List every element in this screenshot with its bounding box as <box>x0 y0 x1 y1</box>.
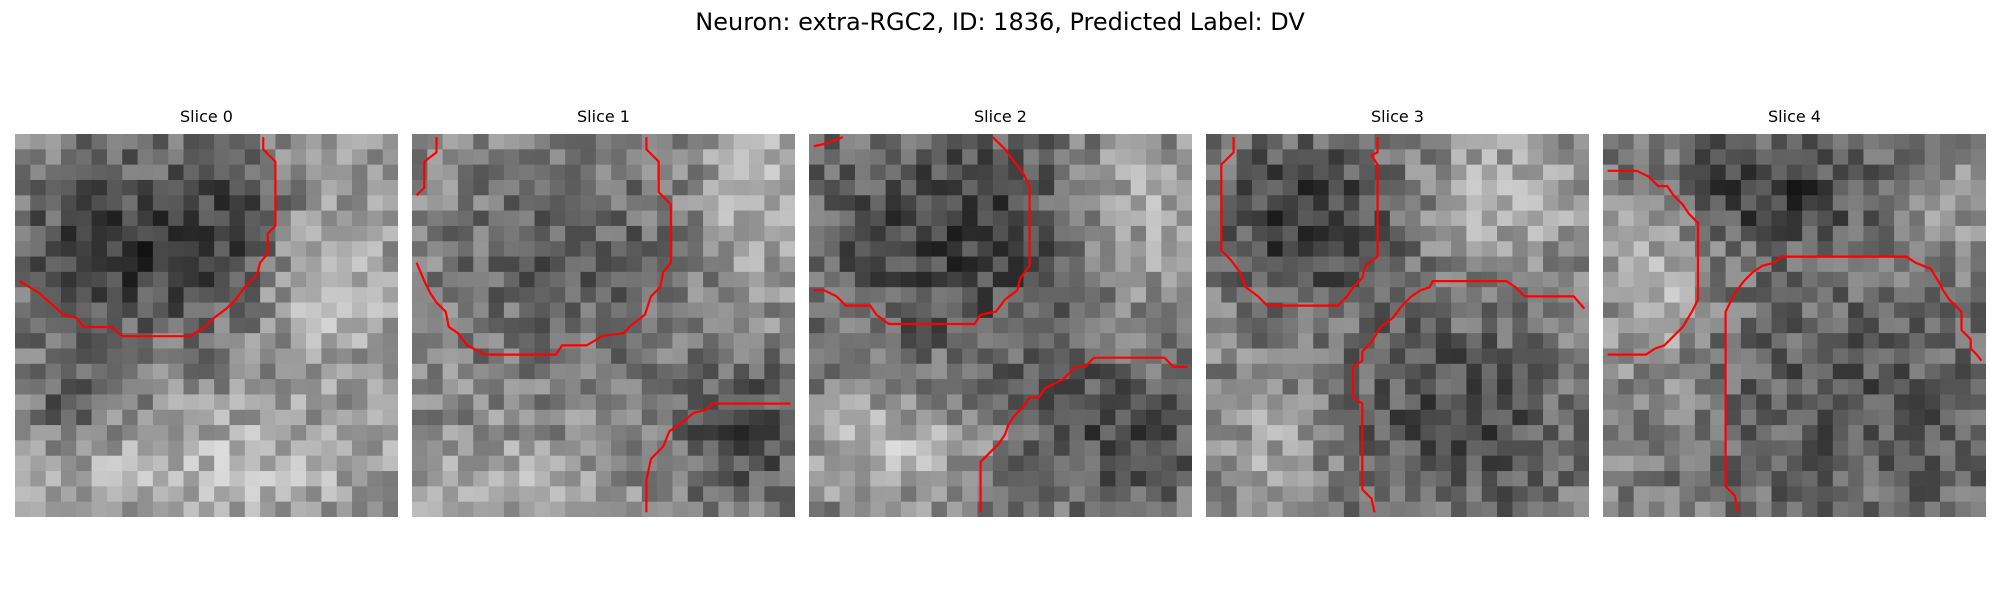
segmentation-contour <box>813 136 844 148</box>
slice-panel-0: Slice 0 <box>15 106 398 517</box>
segmentation-contour <box>1220 137 1379 307</box>
segmentation-contour <box>415 137 672 356</box>
slice-panel-3: Slice 3 <box>1206 106 1589 517</box>
slice-panel-1: Slice 1 <box>412 106 795 517</box>
slice-image-3 <box>1206 134 1589 517</box>
pixel-grid <box>1603 134 1986 517</box>
segmentation-contour <box>979 356 1188 513</box>
segmentation-contour <box>645 402 791 513</box>
pixel-grid <box>412 134 795 517</box>
segmentation-contour <box>813 136 1031 326</box>
slice-panel-2: Slice 2 <box>809 106 1192 517</box>
pixel-grid <box>15 134 398 517</box>
pixel-grid <box>1206 134 1589 517</box>
slice-image-4 <box>1603 134 1986 517</box>
slice-image-0 <box>15 134 398 517</box>
slice-title: Slice 1 <box>577 107 630 126</box>
pixel-grid <box>809 134 1192 517</box>
slice-title: Slice 0 <box>180 107 233 126</box>
segmentation-contour <box>1607 169 1700 356</box>
slice-panel-4: Slice 4 <box>1603 106 1986 517</box>
slice-title: Slice 3 <box>1371 107 1424 126</box>
segmentation-contour <box>415 137 438 197</box>
slice-image-1 <box>412 134 795 517</box>
slice-title: Slice 4 <box>1768 107 1821 126</box>
segmentation-contour <box>1352 280 1586 513</box>
figure-title: Neuron: extra-RGC2, ID: 1836, Predicted … <box>695 8 1305 36</box>
slice-image-2 <box>809 134 1192 517</box>
segmentation-contour <box>1724 255 1983 513</box>
segmentation-contour <box>19 137 277 338</box>
slice-title: Slice 2 <box>974 107 1027 126</box>
